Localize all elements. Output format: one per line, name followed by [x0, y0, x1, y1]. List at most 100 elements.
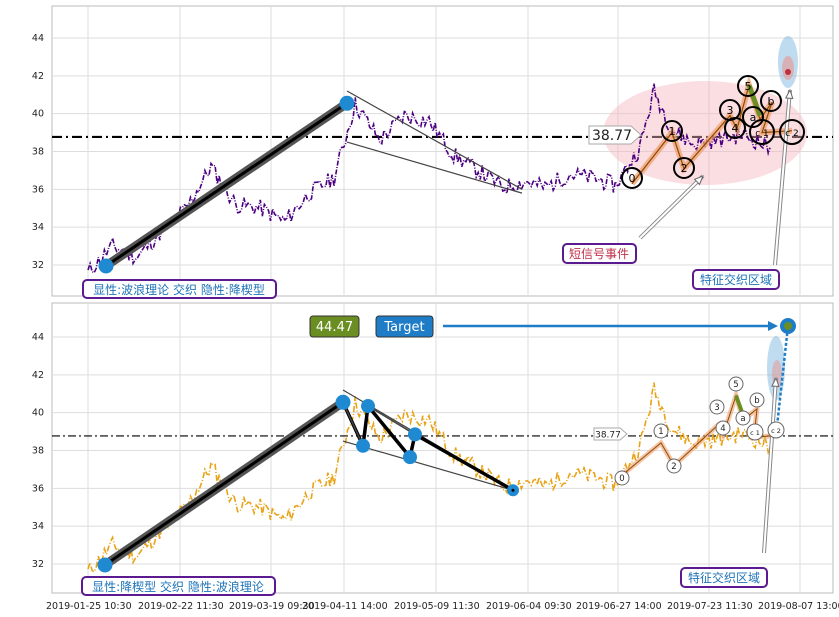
wave-label: c 1	[750, 429, 760, 437]
reference-label: 38.77	[595, 431, 621, 441]
wave-label: c 2	[785, 129, 799, 139]
wave-label-circle	[746, 423, 764, 441]
wave-label: 5	[733, 380, 738, 390]
wave-label: b	[768, 95, 775, 108]
reference-label: 38.77	[592, 128, 632, 144]
annotation-box	[562, 243, 637, 264]
y-tick-label: 40	[32, 109, 44, 120]
wave-label-circle	[735, 410, 751, 426]
x-tick-label: 2019-02-22 11:30	[138, 601, 224, 612]
wave-path	[621, 393, 777, 476]
wave-label-circle	[760, 90, 782, 112]
x-tick-label: 2019-05-09 11:30	[394, 601, 480, 612]
wave-label-circle	[621, 167, 643, 189]
y-tick-label: 36	[32, 184, 44, 195]
legend-box-text: 显性:降楔型 交织 隐性:波浪理论	[92, 579, 264, 594]
signal-arrow-head	[693, 175, 704, 186]
wave-node	[339, 95, 355, 111]
wave-label: 3	[714, 403, 719, 413]
target-node-core	[784, 322, 792, 330]
wave-a-segment	[746, 84, 763, 117]
wave-label-circle	[749, 119, 775, 145]
wave-label: a	[740, 414, 745, 424]
x-tick-label: 2019-03-19 09:30	[229, 601, 315, 612]
wave-label-circle	[737, 75, 759, 97]
y-tick-label: 34	[32, 222, 44, 233]
x-tick-label: 2019-06-04 09:30	[486, 601, 572, 612]
y-tick-label: 40	[32, 408, 44, 419]
wave-path	[631, 83, 793, 185]
wave-label: 2	[681, 162, 688, 175]
price-series-top	[87, 83, 771, 274]
wave-node	[98, 258, 114, 274]
wave-label-circle	[749, 392, 765, 408]
wave-trendline-top-core	[105, 102, 348, 268]
signal-arrow-inner	[639, 175, 704, 239]
wave-label-circle	[709, 399, 725, 415]
wedge-connector	[342, 401, 364, 447]
x-tick-label: 2019-04-11 14:00	[302, 601, 388, 612]
wedge-connector	[367, 405, 416, 436]
x-tick-label: 2019-01-25 10:30	[46, 601, 132, 612]
target-value-box	[309, 315, 360, 338]
wedge-upper-line	[346, 90, 523, 190]
price-series-bottom	[87, 382, 771, 573]
zone-arrow-top-head	[785, 88, 794, 100]
target-path	[774, 325, 790, 436]
y-tick-label: 44	[32, 332, 44, 343]
y-tick-label: 44	[32, 33, 44, 44]
wave-node	[403, 450, 417, 465]
wave-label: 3	[727, 104, 734, 117]
wedge-lower-line	[346, 141, 523, 194]
wave-label: 0	[619, 474, 624, 484]
wave-label-circle	[653, 423, 669, 439]
wave-label: c 1	[755, 129, 769, 139]
wave-label: c 2	[771, 427, 781, 435]
wave-label: 5	[745, 80, 752, 93]
y-tick-label: 36	[32, 483, 44, 494]
wave-label-circle	[614, 470, 630, 486]
wave-trendline-bottom-core	[104, 401, 344, 567]
reference-label-box	[588, 125, 642, 145]
wave-label-circle	[724, 117, 746, 139]
wave-label: 1	[658, 427, 663, 437]
x-tick-label: 2019-07-23 11:30	[667, 601, 753, 612]
annotation-box	[680, 567, 768, 588]
wave-label: a	[750, 111, 757, 124]
y-tick-label: 38	[32, 147, 44, 158]
wave-node-dot	[511, 488, 515, 492]
wave-node	[335, 394, 351, 410]
y-tick-label: 38	[32, 446, 44, 457]
wave-label: 2	[671, 462, 676, 472]
wave-node	[97, 557, 113, 573]
target-dot	[785, 69, 791, 75]
legend-box-text: 显性:波浪理论 交织 隐性:降楔型	[93, 282, 265, 297]
x-tick-label: 2019-06-27 14:00	[576, 601, 662, 612]
y-tick-label: 34	[32, 521, 44, 532]
wave-label-circle	[728, 376, 744, 392]
target-label-box	[375, 315, 434, 338]
y-tick-label: 32	[32, 559, 44, 570]
wave-label: 1	[669, 125, 676, 138]
annotation-signal: 短信号事件	[569, 247, 629, 261]
wave-node	[408, 427, 422, 442]
x-tick-label: 2019-08-07 13:00	[758, 601, 839, 612]
zone-arrow-bottom-inner	[763, 377, 777, 554]
annotation-zone: 特征交织区域	[688, 570, 760, 585]
wave-label-circle	[673, 157, 695, 179]
wave-node	[356, 438, 370, 453]
wave-label: 0	[629, 172, 636, 185]
wave-label-circle	[661, 120, 683, 142]
wave-label-circle	[767, 421, 785, 439]
wave-label: 4	[720, 424, 725, 434]
wave-label-circle	[666, 458, 682, 474]
legend-box	[81, 576, 276, 596]
annotation-box	[692, 269, 780, 290]
y-tick-label: 42	[32, 71, 44, 82]
target-zone-core	[782, 56, 794, 80]
zone-arrow-bottom-head	[771, 376, 780, 388]
y-tick-label: 32	[32, 260, 44, 271]
target-arrow-head	[768, 321, 778, 331]
